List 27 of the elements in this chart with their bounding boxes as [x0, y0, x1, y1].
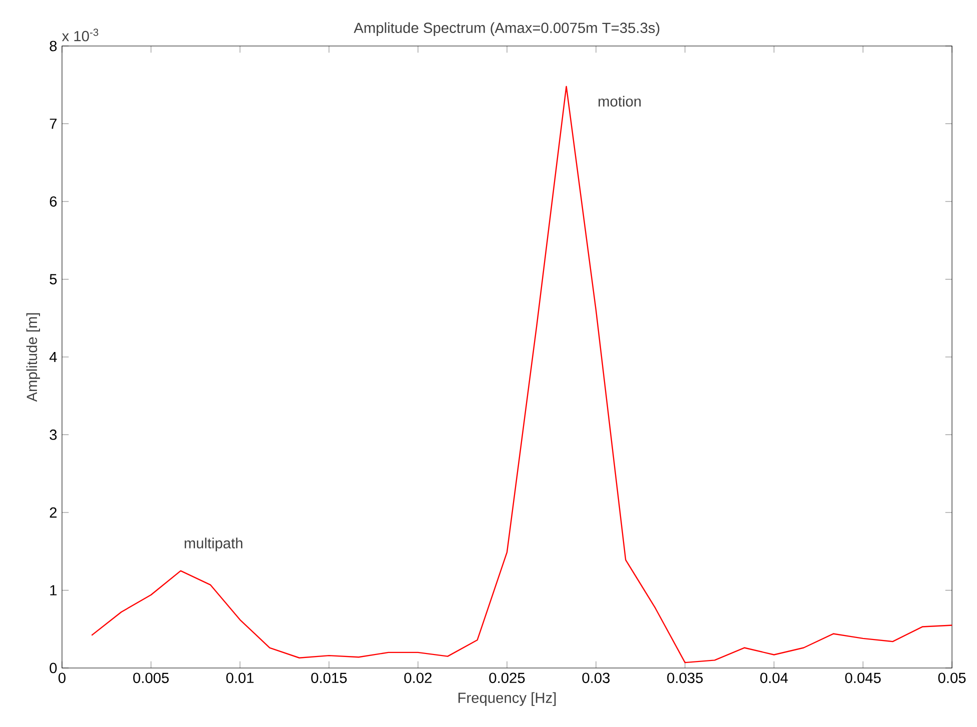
y-tick-label: 6 [50, 196, 57, 207]
x-tick-label: 0.02 [404, 672, 432, 684]
x-tick-label: 0.035 [667, 672, 703, 684]
text: x 10$^{-3}$ [62, 28, 98, 42]
y-tick-label: 3 [50, 430, 57, 440]
annotation: multipath [184, 538, 242, 552]
x-tick-label: 0.005 [133, 672, 169, 684]
x-tick-label: 0.03 [582, 672, 610, 684]
x-axis-title: Frequency [Hz] [458, 692, 556, 706]
annotation: motion [598, 96, 641, 107]
y-tick-label: 5 [50, 274, 57, 284]
y-tick-label: 4 [49, 352, 57, 362]
y-tick-label: 7 [50, 118, 57, 129]
y-tick-label: 8 [50, 40, 57, 52]
x-tick-label: 0.05 [938, 672, 966, 684]
y-axis-title: Amplitude [m] [26, 313, 40, 402]
x-tick-label: 0.045 [845, 672, 881, 684]
x-tick-label: 0.04 [760, 672, 788, 684]
y-tick-label: 0 [50, 662, 57, 674]
y-tick-label: 2 [50, 507, 57, 518]
y-tick-label: 1 [50, 585, 57, 596]
x-tick-label: 0.025 [489, 672, 525, 684]
x-tick-label: 0 [58, 672, 66, 684]
chart-title: Amplitude Spectrum (Amax=0.0075m T=35.3s) [354, 22, 660, 36]
x-tick-label: 0.015 [311, 672, 347, 684]
line-series [91, 86, 953, 664]
x-tick-label: 0.01 [226, 672, 254, 684]
